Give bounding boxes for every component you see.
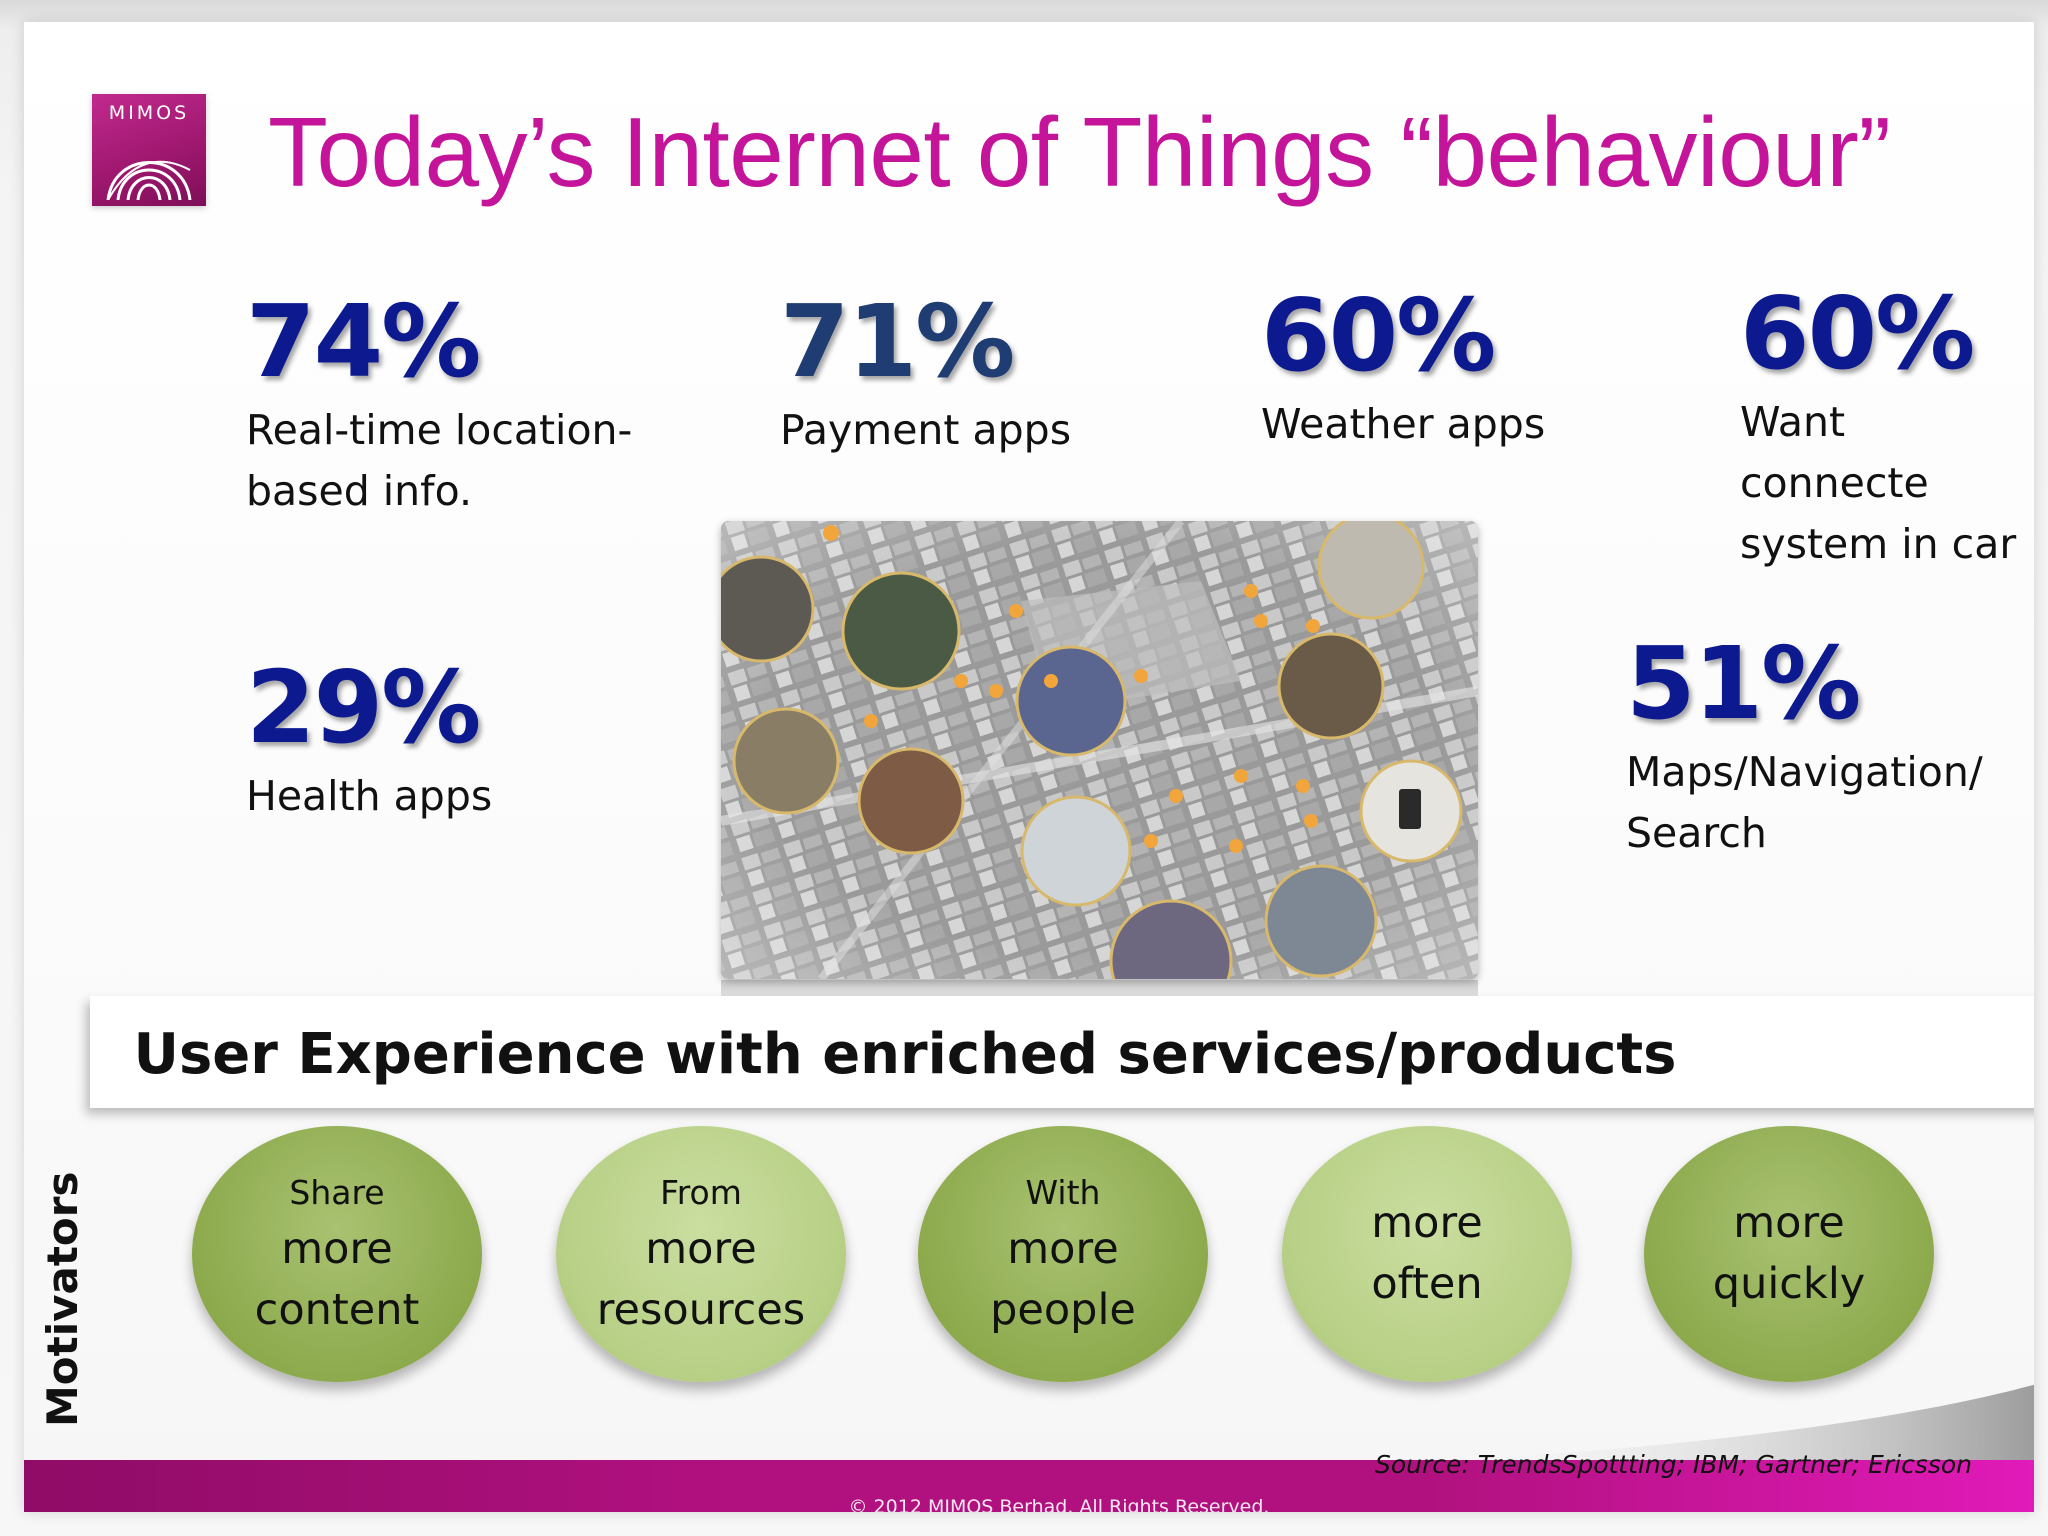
stat-value: 60% <box>1740 275 1975 392</box>
stat-label: Maps/Navigation/ Search <box>1626 748 1983 857</box>
copyright-text: © 2012 MIMOS Berhad. All Rights Reserved… <box>848 1496 1270 1512</box>
headline-banner: User Experience with enriched services/p… <box>90 996 2034 1108</box>
motivator-big-text: more people <box>990 1224 1136 1335</box>
stat-label: Weather apps <box>1261 400 1546 448</box>
stat-value: 74% <box>246 283 481 400</box>
motivator-more-people: With more people <box>918 1126 1208 1382</box>
footer-bar <box>24 1460 2034 1512</box>
motivator-big-text: more content <box>254 1224 420 1335</box>
mimos-logo: MIMOS <box>92 94 206 206</box>
source-citation: Source: TrendsSpottting; IBM; Gartner; E… <box>1374 1450 1972 1479</box>
stat-location: 74% Real-time location- based info. <box>246 292 632 522</box>
stat-weather: 60% Weather apps <box>1261 286 1545 455</box>
logo-text: MIMOS <box>108 102 190 124</box>
motivator-big-text: more often <box>1371 1198 1483 1309</box>
motivator-big-text: more quickly <box>1712 1198 1866 1309</box>
stat-value: 29% <box>246 649 481 766</box>
motivator-more-resources: From more resources <box>556 1126 846 1382</box>
motivator-more-content: Share more content <box>192 1126 482 1382</box>
stat-label: Real-time location- based info. <box>246 406 633 515</box>
banner-text: User Experience with enriched services/p… <box>133 1022 1677 1087</box>
arch-icon <box>106 160 192 200</box>
motivators-label-text: Motivators <box>38 1171 87 1428</box>
stat-maps: 51% Maps/Navigation/ Search <box>1626 634 1983 864</box>
slide: MIMOS Today’s Internet of Things “behavi… <box>24 22 2034 1512</box>
motivator-more-often: more often <box>1282 1126 1572 1382</box>
stat-value: 51% <box>1626 625 1861 742</box>
page-title: Today’s Internet of Things “behaviour” <box>268 97 1891 207</box>
stat-value: 60% <box>1261 277 1496 394</box>
city-illustration <box>721 521 1478 979</box>
city-map-image <box>721 521 1478 979</box>
motivator-small-text: From <box>660 1173 742 1212</box>
stat-payment: 71% Payment apps <box>780 292 1071 461</box>
stat-label: Payment apps <box>780 406 1072 454</box>
stat-health: 29% Health apps <box>246 658 492 827</box>
motivator-more-quickly: more quickly <box>1644 1126 1934 1382</box>
stat-label: Health apps <box>246 772 493 820</box>
stat-connected-car: 60% Want connecte system in car <box>1740 284 2034 575</box>
stat-label: Want connecte system in car <box>1740 398 2017 568</box>
motivator-small-text: Share <box>289 1173 385 1212</box>
motivator-big-text: more resources <box>596 1224 806 1335</box>
motivator-small-text: With <box>1025 1173 1101 1212</box>
stat-value: 71% <box>780 283 1015 400</box>
